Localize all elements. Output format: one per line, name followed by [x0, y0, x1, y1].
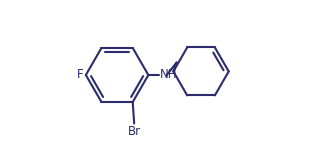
Text: Br: Br — [128, 125, 141, 138]
Text: F: F — [77, 69, 84, 81]
Text: NH: NH — [160, 69, 178, 81]
